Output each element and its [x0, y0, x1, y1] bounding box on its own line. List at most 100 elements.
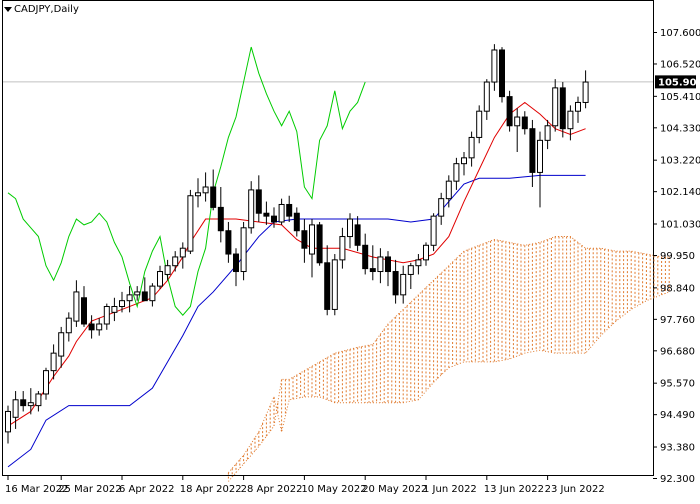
candle-body-bull [476, 110, 483, 138]
ichimoku-cloud [227, 236, 670, 482]
price-tick-label: 104.330 [660, 123, 700, 134]
candle-body-bull [5, 410, 11, 433]
candle-body-bull [240, 227, 247, 273]
price-axis: 107.600 106.520 105.410 104.330 103.220 102.1… [653, 28, 700, 485]
price-tick-label: 102.140 [660, 187, 700, 198]
candlesticks [5, 44, 589, 444]
candle-body-bull [35, 393, 42, 407]
candle-body-bull [12, 399, 19, 418]
candle-body-bull [96, 323, 103, 331]
price-tick-label: 106.520 [660, 59, 700, 70]
candle-body-bear [210, 186, 217, 208]
plot-frame [2, 0, 654, 476]
candle-body-bull [491, 49, 498, 83]
candle-body-bear [521, 116, 528, 130]
time-tick-label: 18 Apr 2022 [180, 484, 242, 495]
candle-body-bull [134, 291, 141, 296]
senkou-span-b [228, 291, 670, 473]
candle-body-bull [309, 224, 315, 255]
candle-body-bull [544, 125, 551, 141]
senkou-span-a [228, 236, 670, 482]
price-tick-label: 98.840 [660, 283, 695, 294]
dropdown-triangle-icon[interactable] [4, 6, 12, 12]
candle-body-bull [43, 370, 49, 395]
candle-body-bear [81, 297, 87, 325]
tenkan-line-path [7, 101, 586, 427]
candle-body-bull [438, 198, 445, 217]
candle-body-bull [430, 215, 437, 246]
price-badge-label: 105.906 [658, 77, 700, 88]
candle-body-bull [73, 291, 80, 322]
candle-body-bear [263, 212, 270, 217]
time-tick-label: 1 Jun 2022 [423, 484, 477, 495]
time-tick-label: 13 Jun 2022 [484, 484, 544, 495]
candle-body-bull [164, 265, 171, 275]
candle-body-bull [195, 192, 201, 197]
candle-body-bull [58, 332, 65, 357]
candle-body-bull [552, 87, 559, 127]
candle-body-bull [461, 157, 467, 165]
candle-body-bull [575, 101, 581, 112]
candle-body-bear [316, 224, 323, 264]
candle-body-bull [331, 259, 338, 310]
candle-body-bear [286, 203, 293, 217]
price-tick-label: 92.300 [660, 474, 695, 485]
candle-body-bull [468, 136, 475, 159]
candle-body-bull [582, 81, 589, 103]
chikou-span-line [7, 46, 366, 317]
candle-body-bull [445, 180, 452, 200]
candle-body-bear [233, 253, 239, 273]
candle-body-bull [202, 186, 209, 194]
candle-body-bull [187, 195, 194, 252]
candle-body-bull [423, 244, 429, 261]
candle-body-bull [278, 203, 285, 223]
candle-body-bear [385, 256, 391, 273]
candle-body-bull [179, 247, 186, 258]
time-tick-label: 23 Jun 2022 [545, 484, 605, 495]
price-tick-label: 96.680 [660, 346, 695, 357]
kijun-line-path [7, 174, 586, 468]
candle-body-bear [301, 230, 308, 249]
candle-body-bull [65, 317, 72, 334]
candle-body-bear [392, 271, 399, 296]
candle-body-bull [400, 273, 407, 296]
candle-body-bear [20, 399, 27, 407]
price-tick-label: 93.380 [660, 443, 695, 454]
price-tick-label: 101.030 [660, 220, 700, 231]
candle-body-bear [255, 189, 262, 214]
price-tick-label: 95.570 [660, 379, 695, 390]
candle-body-bull [172, 256, 179, 267]
candle-body-bear [88, 323, 95, 331]
time-tick-label: 25 Mar 2022 [58, 484, 121, 495]
symbol-label[interactable]: CADJPY,Daily [4, 4, 79, 15]
candle-body-bear [499, 49, 505, 98]
candle-body-bull [514, 116, 521, 127]
current-price-badge: 105.906 [655, 75, 700, 89]
candle-body-bear [271, 215, 277, 223]
price-tick-label: 94.490 [660, 410, 695, 421]
candle-body-bull [126, 294, 133, 302]
candle-body-bull [119, 300, 125, 308]
candle-body-bear [559, 87, 566, 130]
candle-body-bear [217, 206, 224, 232]
kijun-sen-line [7, 174, 586, 468]
candle-body-bear [141, 291, 148, 302]
price-tick-label: 107.600 [660, 28, 700, 39]
candle-body-bear [506, 96, 513, 127]
candle-body-bull [415, 259, 422, 267]
chikou-line-path [7, 46, 366, 317]
price-tick-label: 99.950 [660, 251, 695, 262]
candle-body-bear [529, 128, 536, 173]
price-badge-box [655, 75, 696, 89]
candle-body-bull [157, 271, 163, 287]
candle-body-bull [483, 81, 490, 112]
price-tick-label: 105.410 [660, 92, 700, 103]
candle-body-bull [103, 306, 110, 325]
candle-body-bull [453, 163, 460, 182]
time-tick-label: 10 May 2022 [301, 484, 366, 495]
candle-body-bear [369, 268, 376, 273]
candle-body-bull [111, 306, 118, 313]
